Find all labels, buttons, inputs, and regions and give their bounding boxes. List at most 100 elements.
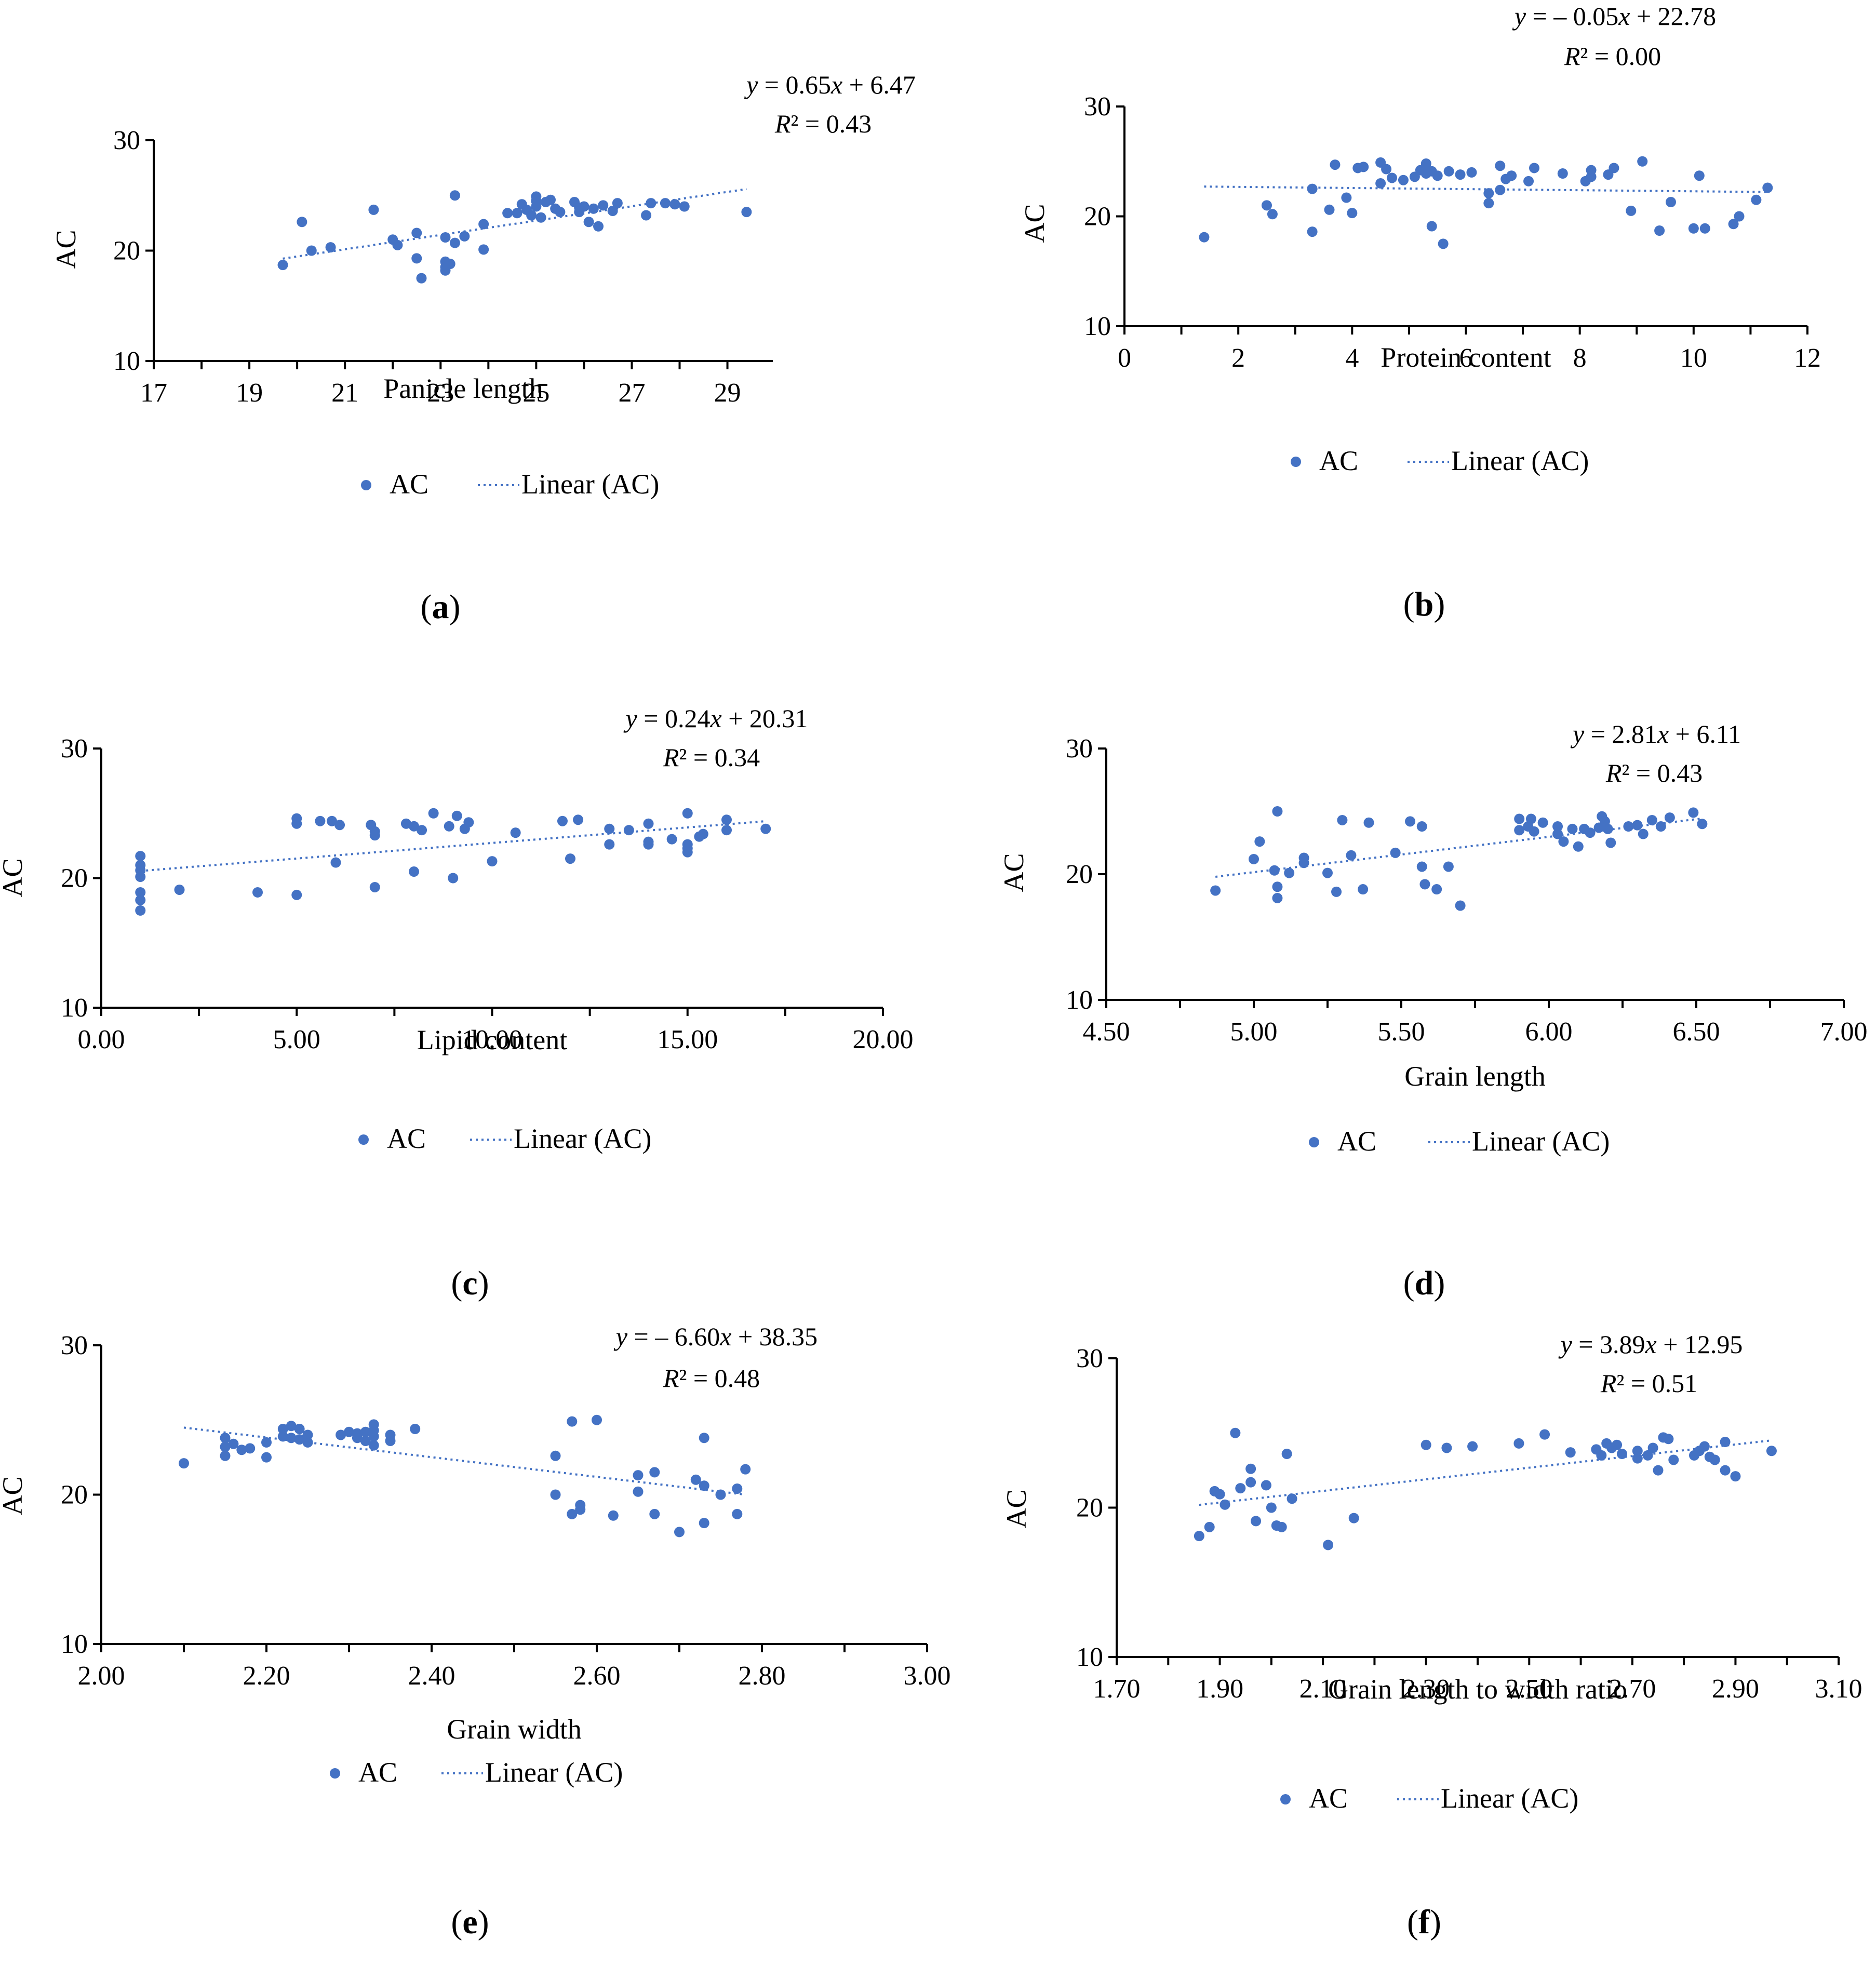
x-tick-label: 2.20: [243, 1661, 290, 1691]
data-point: [1632, 820, 1643, 831]
data-point: [1375, 178, 1386, 189]
data-point: [236, 1445, 247, 1455]
legend-label-series: AC: [358, 1757, 397, 1788]
x-tick-label: 2.50: [1506, 1674, 1553, 1704]
x-tick-label: 2.90: [1712, 1674, 1759, 1704]
data-point: [1254, 836, 1265, 847]
data-point: [1235, 1483, 1246, 1494]
data-point: [411, 253, 422, 264]
x-tick-label: 25: [522, 378, 550, 408]
data-point: [428, 808, 439, 819]
legend-label-trend: Linear (AC): [514, 1123, 651, 1154]
chart-panel-c: 0.00 5.00 10.00 15.00 20.00 10 20 30 Lipid conte…: [0, 704, 914, 1302]
data-point: [440, 232, 451, 243]
data-point: [302, 1429, 313, 1440]
data-point: [1709, 1454, 1720, 1465]
data-point: [487, 856, 498, 867]
data-point: [1663, 1434, 1674, 1445]
x-tick-label: 6: [1459, 343, 1473, 373]
data-point: [545, 194, 556, 205]
data-point: [1585, 827, 1596, 838]
data-point: [741, 207, 752, 218]
data-point: [1421, 158, 1431, 169]
data-point: [1419, 879, 1430, 890]
data-point: [1647, 1442, 1658, 1453]
y-tick-label: 10: [61, 993, 88, 1023]
regression-equation: y = – 0.05x + 22.78: [1512, 2, 1716, 31]
data-point: [1272, 881, 1283, 892]
y-tick-label: 10: [1066, 985, 1093, 1015]
data-point: [1358, 162, 1369, 172]
data-point: [1390, 847, 1401, 858]
panel-label: (c): [451, 1264, 489, 1302]
data-point: [1210, 885, 1221, 896]
legend-label-trend: Linear (AC): [1441, 1783, 1578, 1814]
data-point: [1766, 1446, 1777, 1456]
data-point: [1416, 821, 1427, 832]
y-tick-label: 30: [61, 1331, 88, 1360]
data-point: [1751, 194, 1762, 205]
trendline: [140, 820, 766, 872]
data-point: [1347, 208, 1358, 219]
x-tick-label: 2.70: [1609, 1674, 1656, 1704]
data-point: [1514, 813, 1525, 824]
data-point: [699, 1480, 709, 1491]
chart-panel-d: 4.50 5.00 5.50 6.00 6.50 7.00 10 20 30 Grain leng…: [998, 719, 1868, 1302]
panel-label: (e): [451, 1903, 489, 1941]
x-tick-label: 20.00: [853, 1025, 914, 1054]
x-tick-label: 4: [1345, 343, 1359, 373]
data-point: [1358, 884, 1369, 895]
data-point: [463, 817, 474, 828]
data-point: [588, 203, 599, 214]
data-point: [417, 825, 427, 836]
data-point: [1664, 812, 1675, 823]
data-point: [1337, 814, 1348, 825]
data-point: [641, 210, 652, 221]
data-point: [1694, 170, 1705, 181]
data-point: [409, 821, 419, 832]
data-point: [1596, 1450, 1607, 1461]
legend-marker: [1280, 1794, 1291, 1804]
data-point: [344, 1426, 354, 1437]
data-point: [220, 1441, 231, 1452]
data-point: [550, 1450, 561, 1461]
data-point: [555, 207, 566, 218]
data-point: [612, 198, 623, 209]
legend-marker: [1309, 1137, 1319, 1147]
y-tick-label: 30: [1066, 734, 1093, 764]
y-tick-label: 10: [1084, 312, 1111, 341]
panel-label: (d): [1403, 1264, 1445, 1302]
data-point: [1688, 807, 1699, 818]
legend-label-series: AC: [387, 1123, 426, 1154]
data-point: [526, 210, 537, 221]
data-point: [411, 228, 422, 238]
x-tick-label: 17: [140, 378, 167, 408]
data-point: [220, 1433, 231, 1443]
y-tick-label: 20: [1066, 860, 1093, 889]
x-tick-label: 29: [714, 378, 741, 408]
regression-equation: y = 3.89x + 12.95: [1558, 1330, 1743, 1359]
data-point: [451, 810, 462, 821]
data-point: [740, 1464, 751, 1475]
data-point: [416, 273, 427, 284]
legend-marker: [358, 1134, 369, 1145]
x-tick-label: 2: [1231, 343, 1245, 373]
x-tick-label: 3.00: [904, 1661, 951, 1691]
data-point: [1346, 850, 1357, 861]
data-point: [1230, 1427, 1241, 1438]
data-point: [1199, 232, 1210, 243]
data-point: [1245, 1477, 1256, 1488]
y-tick-label: 20: [1076, 1493, 1103, 1523]
data-point: [1654, 225, 1665, 236]
data-point: [400, 818, 411, 829]
y-tick-label: 20: [61, 864, 88, 893]
data-point: [715, 1489, 726, 1500]
data-point: [623, 825, 634, 836]
data-point: [448, 873, 459, 884]
legend-label-trend: Linear (AC): [521, 469, 659, 500]
legend-marker: [1291, 457, 1301, 467]
x-tick-label: 0.00: [78, 1025, 125, 1054]
data-point: [669, 199, 680, 210]
data-point: [579, 201, 589, 212]
data-point: [369, 881, 380, 892]
